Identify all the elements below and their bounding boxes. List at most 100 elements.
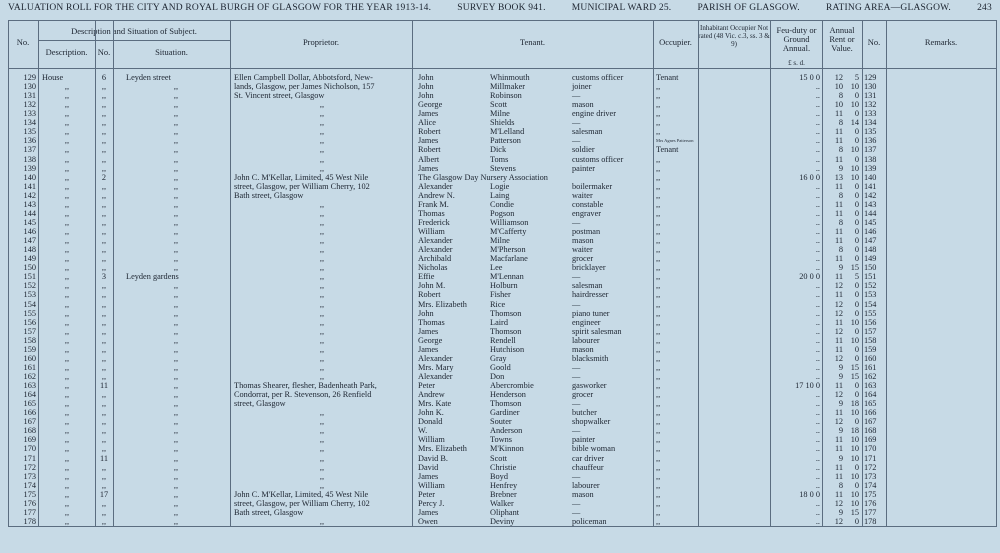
row-no: 160 [23,353,36,363]
number: ,, [101,371,107,381]
rent-shillings: 0 [854,344,859,354]
feu-duty: .. [815,326,820,336]
description: ,, [64,417,70,427]
rent-shillings: 10 [850,498,859,508]
rent-shillings: 10 [850,453,859,463]
rule [8,526,996,527]
feu-duty: .. [815,163,820,173]
col-no: No. [16,37,30,47]
rent-pounds: 11 [835,335,843,345]
tenant-surname: Milne [490,109,510,119]
tenant-first: Percy J. [418,498,445,508]
occupation: customs officer [572,73,624,82]
number: ,, [101,516,107,526]
row-no: 172 [23,462,36,472]
occupier: ,, [656,435,661,445]
occupation: grocer [572,254,594,264]
row-no: 161 [23,362,36,372]
rent-shillings: 0 [854,281,859,291]
feu-duty: .. [815,91,820,101]
occupier: ,, [656,109,661,119]
row-no: 147 [23,236,36,246]
row-no-right: 175 [864,489,877,499]
row-no-right: 168 [864,426,877,436]
rent-shillings: 10 [850,163,859,173]
row-no: 137 [23,145,36,155]
tenant-surname: Millmaker [490,82,526,92]
row-no: 151 [23,272,36,282]
row-no: 156 [23,317,36,327]
occupier: Tenant [656,145,679,155]
row-no-right: 147 [864,236,877,246]
rent-pounds: 8 [838,217,843,227]
description: ,, [64,317,70,327]
tenant-first: James [418,326,439,336]
situation: ,, [173,199,179,209]
column-rule [8,20,9,527]
proprietor: Bath street, Glasgow [234,190,304,200]
row-no: 153 [23,290,36,300]
tenant-first: John [418,308,434,318]
occupier: ,, [656,263,661,273]
tenant-first: James [418,507,439,517]
occupation: bible woman [572,444,616,454]
tenant-first: Mrs. Elizabeth [418,444,467,454]
occupier: ,, [656,353,661,363]
number: ,, [101,426,107,436]
feu-duty: .. [815,136,820,146]
row-no: 164 [23,390,36,400]
number: 2 [101,172,107,182]
situation: ,, [173,371,179,381]
rent-pounds: 11 [835,489,843,499]
number: ,, [101,91,107,101]
number: ,, [101,109,107,119]
proprietor: ,, [319,371,325,381]
description: ,, [64,263,70,273]
situation: ,, [173,172,179,182]
occupier: ,, [656,208,661,218]
row-no-right: 172 [864,462,877,472]
tenant-first: Frederick [418,217,450,227]
feu-duty: .. [815,453,820,463]
occupier: ,, [656,308,661,318]
number: ,, [101,136,107,146]
occupation: car driver [572,453,605,463]
col-inhabitant: Inhabitant Occupier Not rated (48 Vic. c… [698,24,770,48]
column-rule [653,20,654,527]
rent-pounds: 11 [835,227,843,237]
row-no-right: 136 [864,136,877,146]
tenant-surname: Macfarlane [490,254,528,264]
column-rule [38,20,39,527]
occupation: chauffeur [572,462,604,472]
number: ,, [101,290,107,300]
occupation: policeman [572,516,607,526]
tenant-first: Thomas [418,208,445,218]
number: ,, [101,362,107,372]
rent-pounds: 12 [834,299,843,309]
description: ,, [64,362,70,372]
situation: ,, [173,118,179,128]
tenant-surname: Shields [490,118,515,128]
row-no: 173 [23,471,36,481]
row-no-right: 146 [864,227,877,237]
rent-shillings: 18 [850,426,859,436]
tenant-first: Archibald [418,254,452,264]
row-no-right: 145 [864,217,877,227]
header-parish: PARISH OF GLASGOW. [697,3,800,13]
situation: ,, [173,426,179,436]
number: ,, [101,199,107,209]
situation: ,, [173,254,179,264]
tenant-surname: Thomson [490,399,522,409]
tenant-first: Mrs. Elizabeth [418,299,467,309]
col-rent: Annual Rent or Value. [829,25,855,53]
row-no-right: 130 [864,82,877,92]
occupation: shopwalker [572,417,611,427]
description: ,, [64,145,70,155]
occupation: waiter [572,190,593,200]
situation: ,, [173,145,179,155]
rent-shillings: 14 [850,118,859,128]
proprietor: John C. M'Kellar, Limited, 45 West Nile [234,489,369,499]
row-no: 132 [23,100,36,110]
rent-pounds: 11 [835,471,843,481]
occupier: ,, [656,335,661,345]
